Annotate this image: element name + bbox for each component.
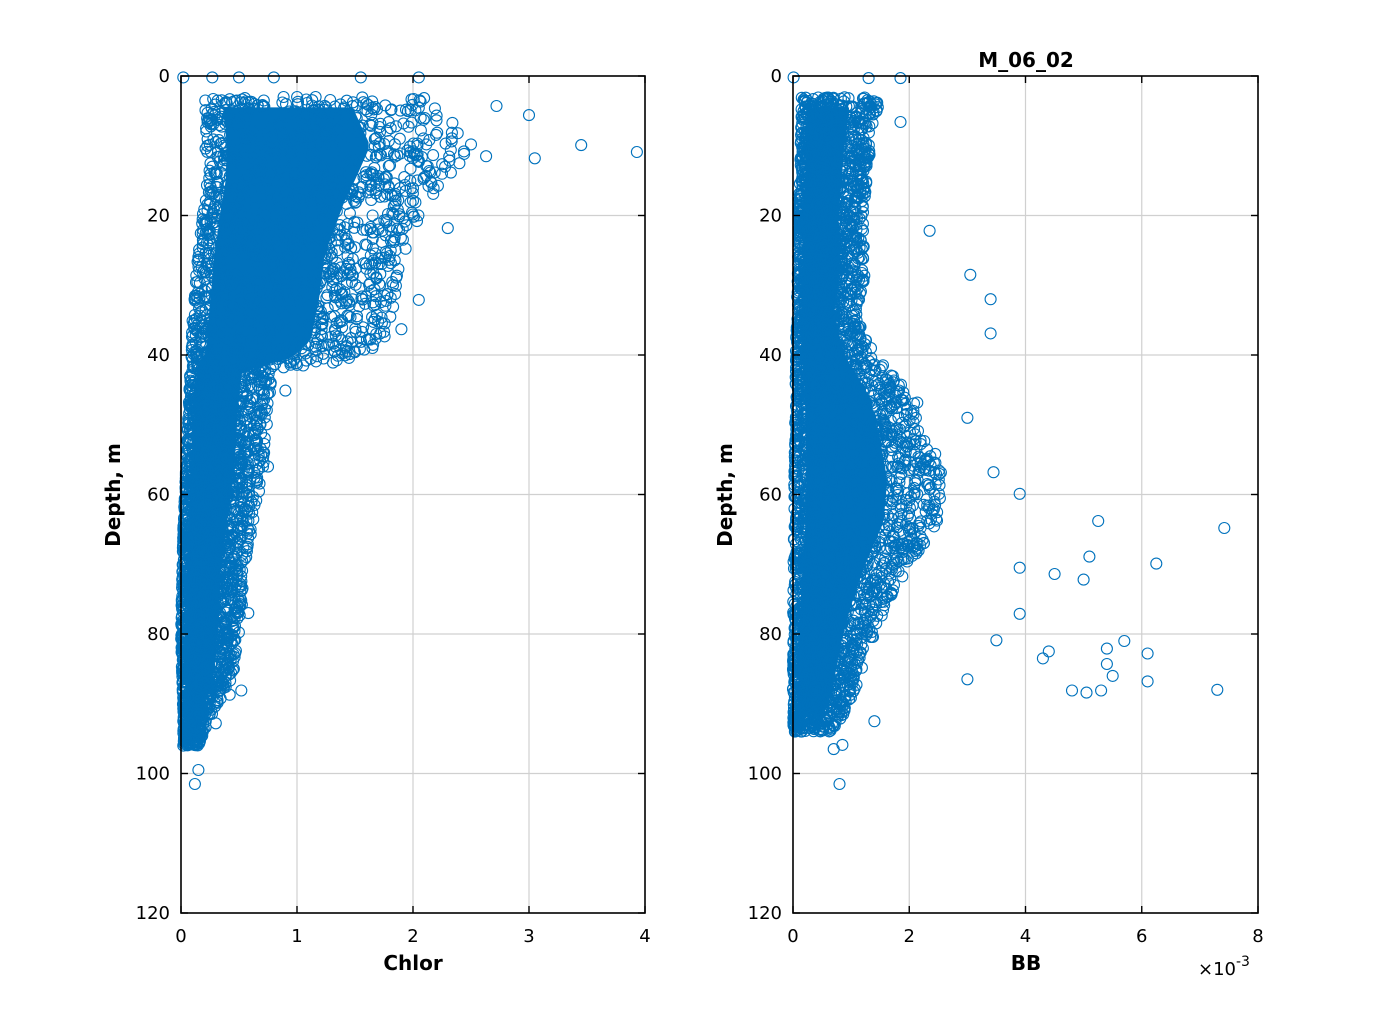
chlor-marker [277, 90, 290, 104]
chlor-x-tick-label: 0 [175, 926, 186, 947]
chlor-marker [377, 325, 391, 338]
chlor-marker [276, 219, 289, 232]
chlor-y-tick-label: 0 [159, 66, 170, 87]
chlor-y-tick-label: 120 [136, 903, 170, 924]
chlor-marker [209, 136, 222, 149]
chlor-marker [220, 201, 233, 214]
chlor-y-tick-label: 20 [147, 206, 170, 227]
chlor-marker [269, 165, 282, 178]
chlor-marker [410, 149, 423, 162]
chlor-marker [366, 209, 379, 222]
chlor-marker [354, 127, 367, 140]
chlor-y-tick-label: 100 [136, 764, 170, 785]
chlor-marker [354, 135, 367, 148]
chlor-x-tick-label: 4 [639, 926, 650, 947]
chlor-marker [375, 258, 388, 271]
chlor-marker [399, 242, 412, 255]
chlor-marker [339, 241, 352, 254]
chlor-marker [291, 90, 304, 104]
chlor-scatter-markers [175, 71, 643, 791]
chlor-marker [428, 102, 441, 115]
chlor-x-tick-label: 1 [291, 926, 302, 947]
chlor-marker [446, 116, 459, 129]
chlor-y-tick-label: 80 [147, 624, 170, 645]
chlor-y-axis-label: Depth, m [101, 443, 125, 547]
chlor-x-tick-label: 3 [523, 926, 534, 947]
chlor-x-tick-label: 2 [407, 926, 418, 947]
chlor-y-tick-label: 40 [147, 345, 170, 366]
chlor-marker [378, 330, 391, 343]
chlor-y-tick-label: 60 [147, 485, 170, 506]
chlor-marker [374, 149, 388, 162]
chlor-marker [398, 171, 411, 184]
chlor-x-axis-label: Chlor [383, 951, 443, 975]
chlor-marker [257, 94, 270, 107]
chlor-marker [274, 162, 288, 175]
